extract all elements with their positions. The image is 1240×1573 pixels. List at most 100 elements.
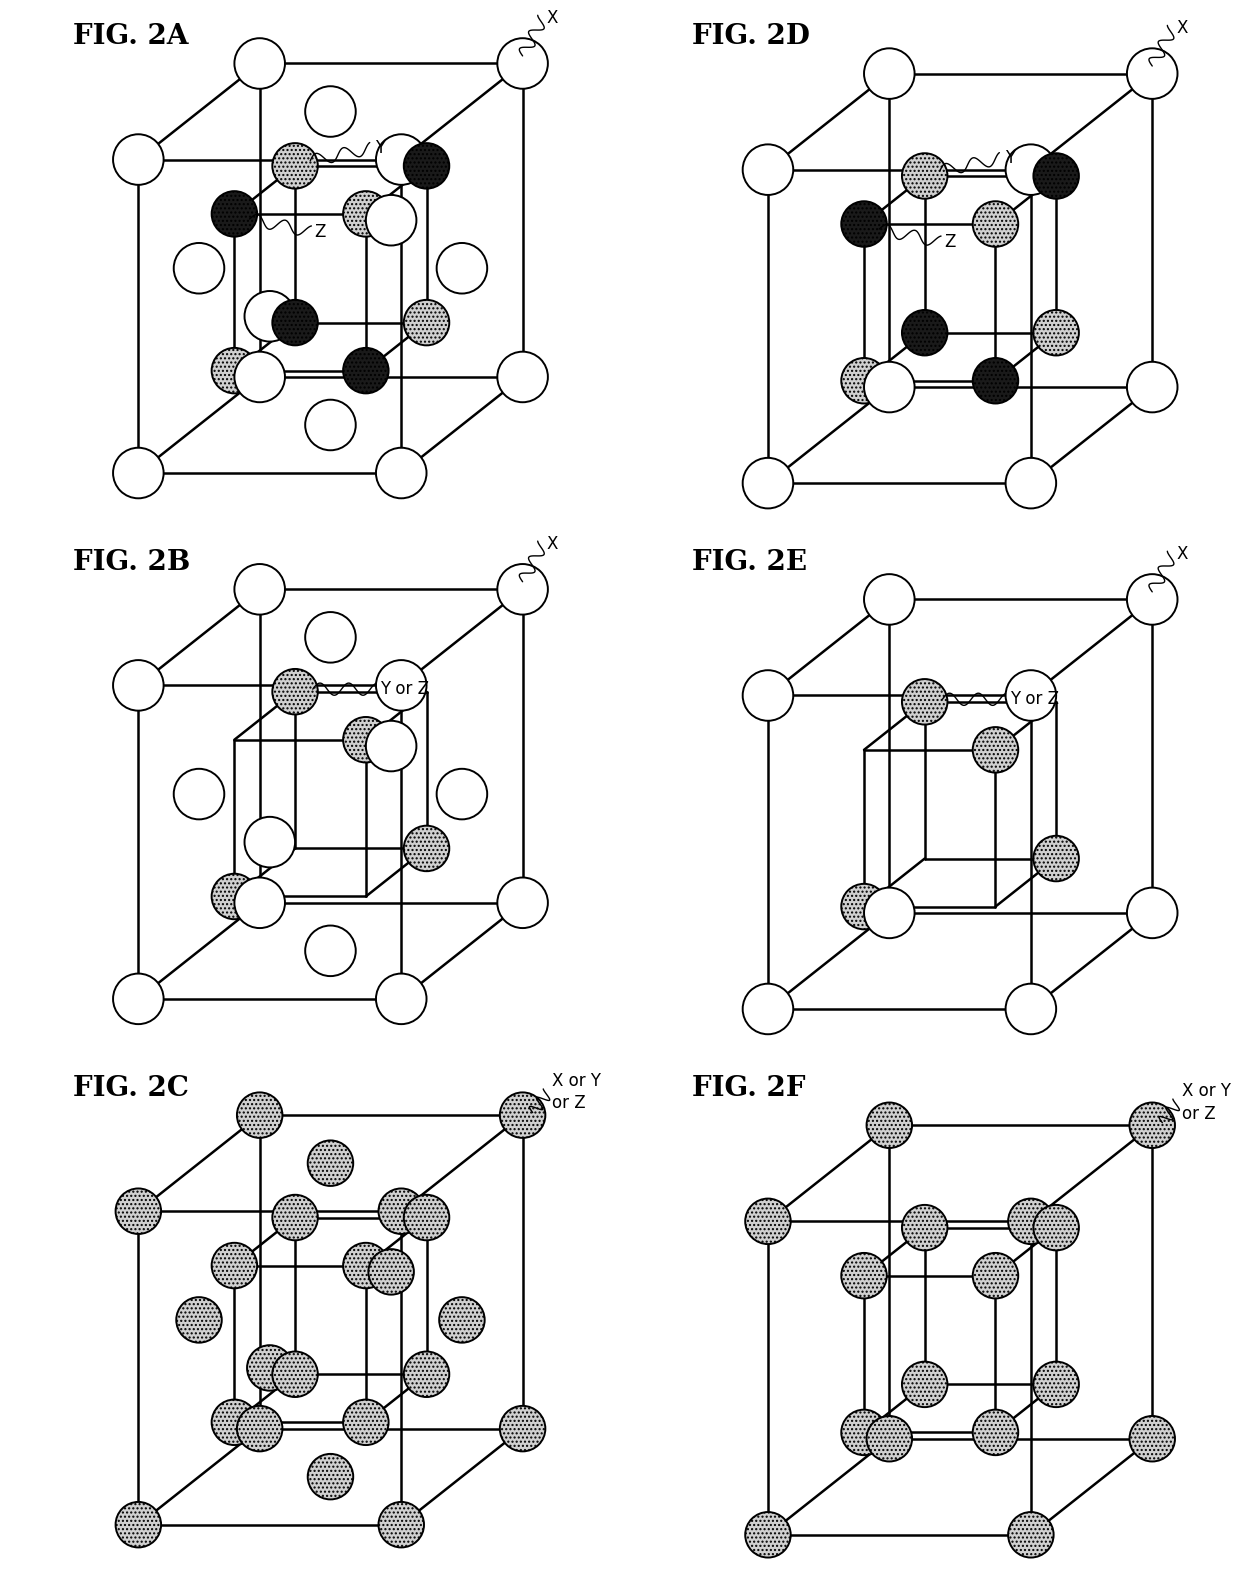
Circle shape	[1033, 835, 1079, 881]
Circle shape	[305, 612, 356, 662]
Text: Y: Y	[1004, 149, 1014, 167]
Circle shape	[115, 1502, 161, 1548]
Text: FIG. 2D: FIG. 2D	[692, 24, 810, 50]
Circle shape	[404, 1351, 449, 1397]
Text: FIG. 2E: FIG. 2E	[692, 549, 807, 576]
Circle shape	[841, 884, 887, 930]
Circle shape	[113, 134, 164, 186]
Circle shape	[743, 458, 794, 508]
Text: FIG. 2B: FIG. 2B	[73, 549, 190, 576]
Circle shape	[901, 680, 947, 725]
Circle shape	[404, 1195, 449, 1240]
Circle shape	[376, 661, 427, 711]
Circle shape	[1008, 1512, 1054, 1557]
Circle shape	[273, 1195, 317, 1240]
Circle shape	[743, 983, 794, 1035]
Circle shape	[244, 816, 295, 867]
Text: FIG. 2F: FIG. 2F	[692, 1074, 806, 1101]
Circle shape	[343, 192, 388, 236]
Circle shape	[404, 300, 449, 346]
Text: Z: Z	[314, 223, 326, 241]
Circle shape	[113, 448, 164, 499]
Circle shape	[237, 1092, 283, 1137]
Circle shape	[841, 1409, 887, 1455]
Circle shape	[305, 87, 356, 137]
Circle shape	[972, 727, 1018, 772]
Circle shape	[308, 1453, 353, 1499]
Circle shape	[867, 1416, 913, 1461]
Circle shape	[901, 153, 947, 198]
Circle shape	[864, 574, 915, 624]
Circle shape	[234, 878, 285, 928]
Circle shape	[343, 717, 388, 763]
Circle shape	[1006, 670, 1056, 720]
Circle shape	[305, 400, 356, 450]
Text: FIG. 2C: FIG. 2C	[73, 1074, 188, 1101]
Circle shape	[1006, 145, 1056, 195]
Circle shape	[864, 362, 915, 412]
Circle shape	[1006, 983, 1056, 1035]
Circle shape	[864, 49, 915, 99]
Circle shape	[841, 359, 887, 404]
Circle shape	[745, 1512, 791, 1557]
Circle shape	[113, 974, 164, 1024]
Circle shape	[1127, 574, 1178, 624]
Circle shape	[901, 310, 947, 355]
Circle shape	[378, 1502, 424, 1548]
Circle shape	[901, 1205, 947, 1251]
Circle shape	[1127, 887, 1178, 938]
Circle shape	[234, 352, 285, 403]
Circle shape	[308, 1140, 353, 1186]
Circle shape	[212, 1400, 257, 1446]
Circle shape	[234, 565, 285, 615]
Circle shape	[497, 38, 548, 88]
Circle shape	[343, 1400, 388, 1446]
Circle shape	[1127, 49, 1178, 99]
Circle shape	[212, 1243, 257, 1288]
Circle shape	[972, 1409, 1018, 1455]
Circle shape	[1033, 310, 1079, 355]
Circle shape	[212, 192, 257, 236]
Circle shape	[743, 145, 794, 195]
Circle shape	[841, 201, 887, 247]
Circle shape	[174, 242, 224, 294]
Circle shape	[404, 143, 449, 189]
Circle shape	[273, 1351, 317, 1397]
Circle shape	[376, 974, 427, 1024]
Circle shape	[366, 195, 417, 245]
Circle shape	[366, 720, 417, 771]
Circle shape	[1130, 1103, 1176, 1148]
Circle shape	[247, 1345, 293, 1391]
Circle shape	[343, 1243, 388, 1288]
Text: X: X	[547, 9, 558, 27]
Circle shape	[745, 1199, 791, 1244]
Text: Y: Y	[374, 138, 386, 157]
Circle shape	[1033, 1362, 1079, 1408]
Text: Y or Z: Y or Z	[1009, 691, 1059, 708]
Circle shape	[212, 348, 257, 393]
Circle shape	[273, 669, 317, 714]
Text: Z: Z	[944, 233, 955, 250]
Circle shape	[305, 925, 356, 977]
Circle shape	[174, 769, 224, 820]
Circle shape	[1033, 1205, 1079, 1251]
Circle shape	[237, 1406, 283, 1452]
Circle shape	[500, 1406, 546, 1452]
Circle shape	[1006, 458, 1056, 508]
Circle shape	[743, 670, 794, 720]
Circle shape	[1008, 1199, 1054, 1244]
Text: X: X	[1177, 544, 1188, 563]
Text: Y or Z: Y or Z	[379, 680, 429, 698]
Circle shape	[972, 359, 1018, 404]
Circle shape	[376, 448, 427, 499]
Text: FIG. 2A: FIG. 2A	[73, 24, 188, 50]
Circle shape	[497, 878, 548, 928]
Circle shape	[972, 201, 1018, 247]
Circle shape	[500, 1092, 546, 1137]
Circle shape	[841, 1254, 887, 1298]
Circle shape	[234, 38, 285, 88]
Circle shape	[378, 1189, 424, 1233]
Circle shape	[273, 300, 317, 346]
Circle shape	[436, 769, 487, 820]
Circle shape	[1127, 362, 1178, 412]
